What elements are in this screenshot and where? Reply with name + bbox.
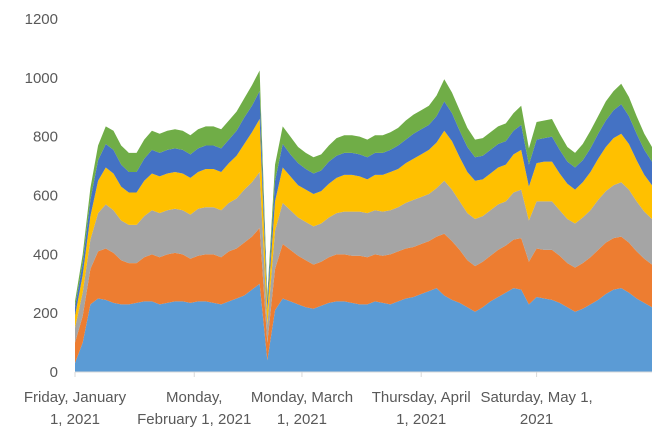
series-area-6 [75,70,652,308]
y-tick-label: 400 [33,246,58,263]
series-area-3 [75,171,652,343]
series-area-4 [75,119,652,328]
y-tick-label: 800 [33,129,58,146]
x-tick-label: Saturday, May 1, 2021 [480,389,592,428]
series-area-1 [75,283,652,372]
y-axis-ticks: 0 200 400 600 800 1000 1200 [25,11,58,381]
x-tick-label: Friday, January 1, 2021 [24,389,127,428]
y-tick-label: 0 [50,364,58,381]
series-area-2 [75,227,652,364]
y-tick-label: 1200 [25,11,58,28]
series-area-5 [75,91,652,317]
series-areas [75,70,652,372]
y-tick-label: 600 [33,188,58,205]
x-tick-label: Monday, February 1, 2021 [137,389,251,428]
x-tick-label: Monday, March 1, 2021 [251,389,353,428]
x-tick-label: Thursday, April 1, 2021 [372,389,471,428]
x-axis-ticks: Friday, January 1, 2021 Monday, February 1,… [24,372,593,428]
y-tick-label: 1000 [25,70,58,87]
y-tick-label: 200 [33,305,58,322]
